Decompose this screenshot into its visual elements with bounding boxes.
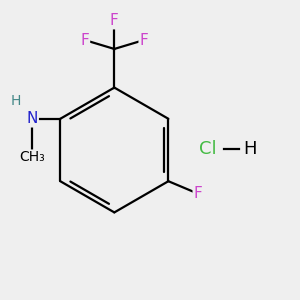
Text: H: H [244,140,257,158]
Text: F: F [194,186,203,201]
Text: N: N [26,111,38,126]
Text: CH₃: CH₃ [19,150,45,164]
Text: F: F [80,32,89,47]
Text: F: F [110,13,119,28]
Text: Cl: Cl [199,140,217,158]
Text: F: F [140,32,148,47]
Text: H: H [11,94,21,108]
